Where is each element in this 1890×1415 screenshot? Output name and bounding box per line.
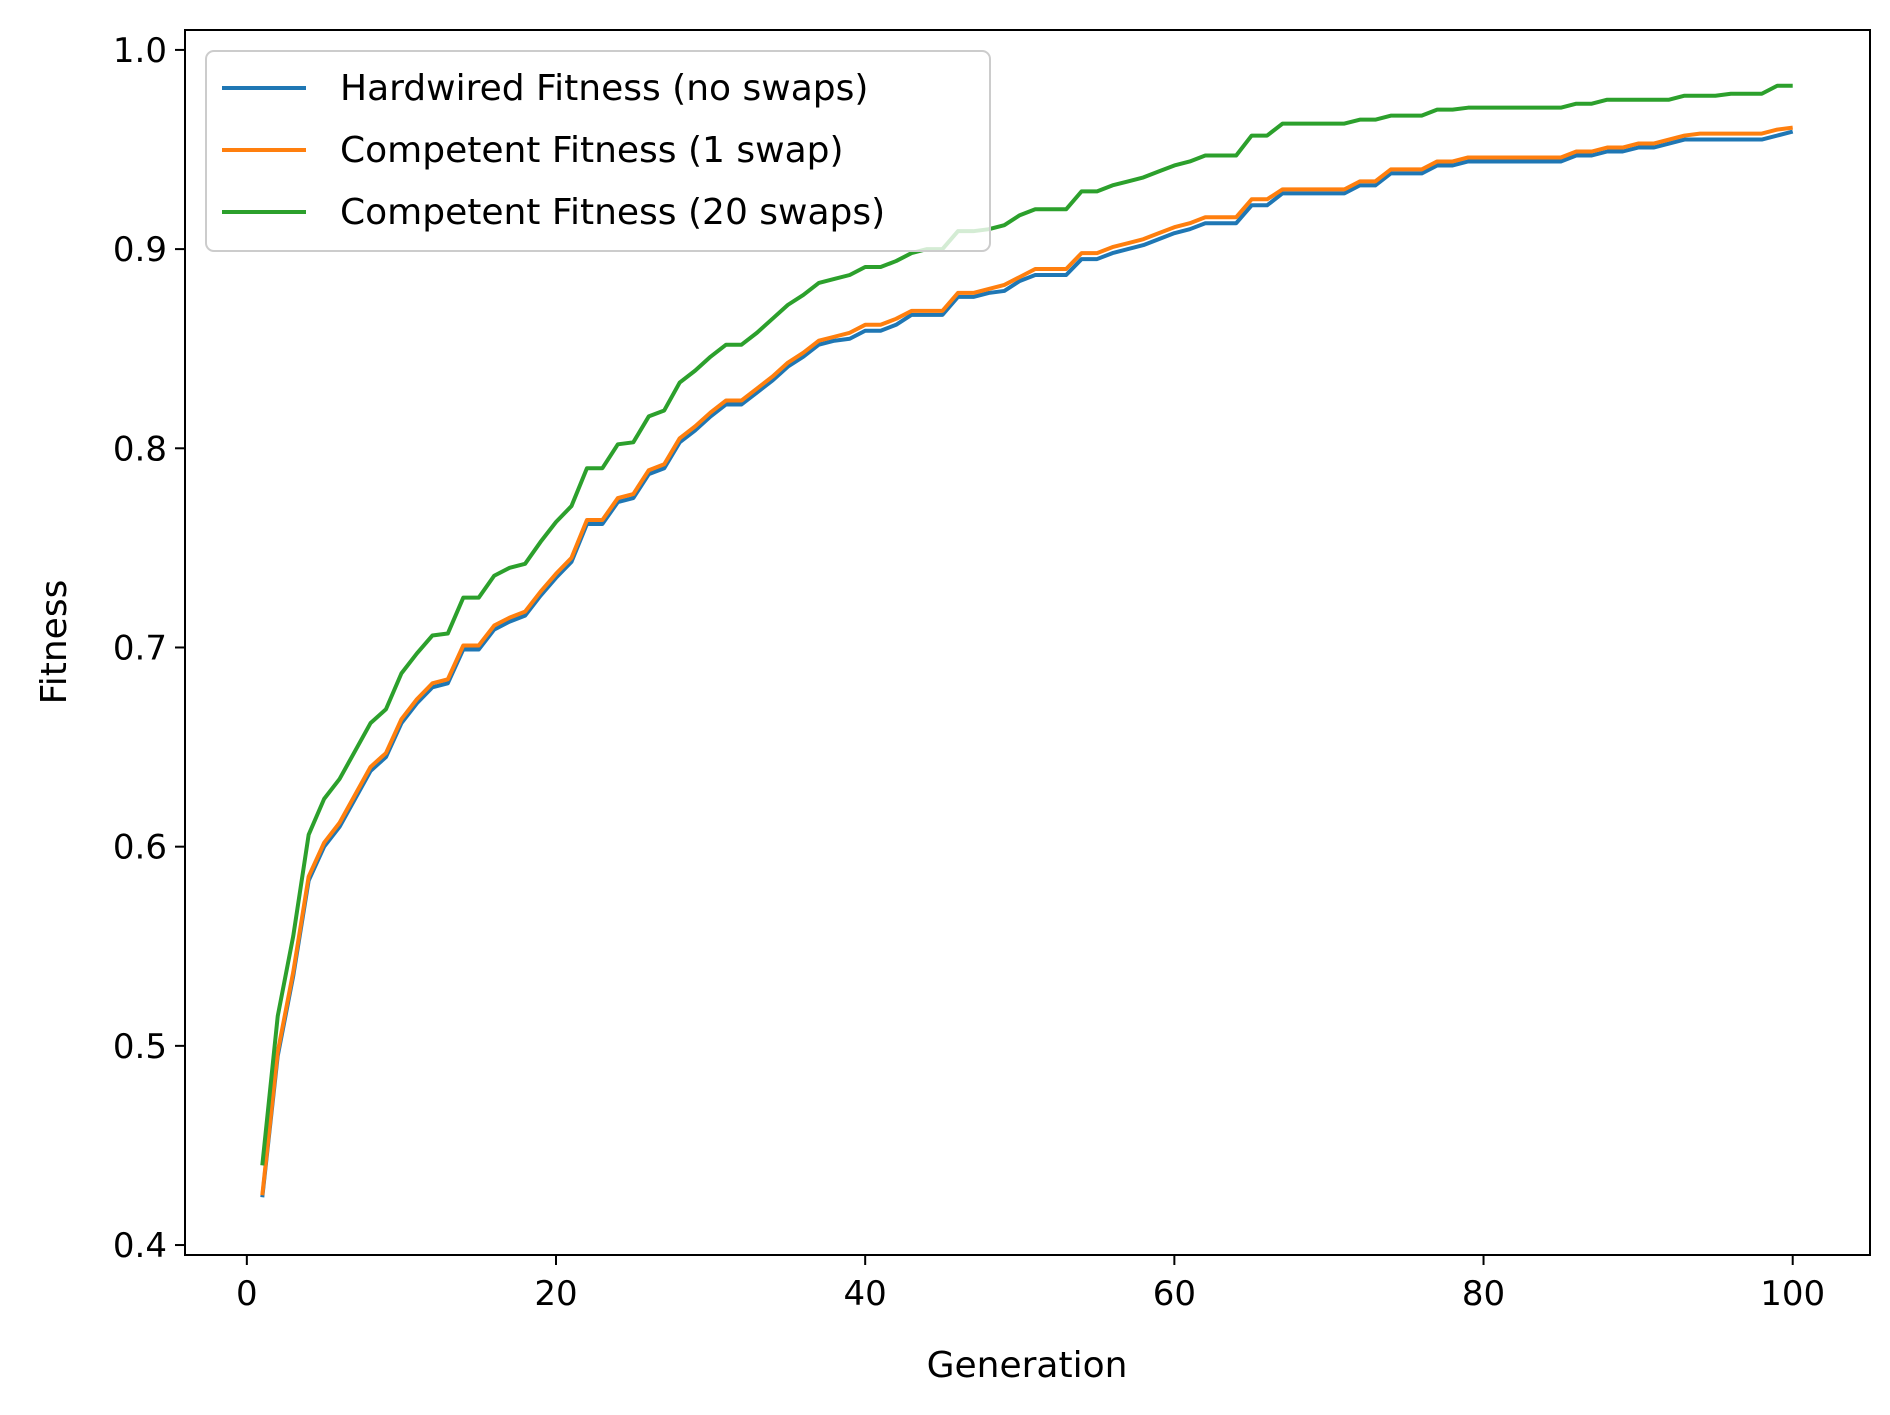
y-axis-ticks: 0.4 0.5 0.6 0.7 0.8 0.9 1.0 (113, 31, 185, 1266)
legend: Hardwired Fitness (no swaps) Competent F… (205, 50, 991, 252)
y-tick-label: 0.9 (113, 230, 167, 270)
x-axis-label: Generation (927, 1345, 1128, 1386)
y-axis-label: Fitness (34, 580, 75, 705)
y-tick-label: 0.8 (113, 429, 167, 469)
x-tick-label: 40 (844, 1274, 887, 1314)
legend-label-hardwired: Hardwired Fitness (no swaps) (340, 68, 868, 109)
plot-frame (184, 29, 1871, 1256)
x-tick-label: 100 (1760, 1274, 1825, 1314)
x-axis-ticks: 0 20 40 60 80 100 (236, 1255, 1825, 1314)
legend-label-competent-1-swap: Competent Fitness (1 swap) (340, 130, 844, 171)
x-tick-label: 20 (534, 1274, 577, 1314)
series-layer (260, 83, 1794, 1198)
series-line-0 (260, 129, 1794, 1198)
y-tick-label: 0.6 (113, 828, 167, 868)
x-tick-label: 0 (236, 1274, 258, 1314)
y-tick-label: 1.0 (113, 31, 167, 71)
y-tick-label: 0.7 (113, 628, 167, 668)
legend-box (205, 50, 991, 252)
x-tick-label: 80 (1462, 1274, 1505, 1314)
legend-label-competent-20-swaps: Competent Fitness (20 swaps) (340, 192, 885, 233)
series-line-2 (260, 83, 1793, 1166)
x-tick-label: 60 (1153, 1274, 1196, 1314)
series-line-1 (260, 125, 1793, 1196)
y-tick-label: 0.4 (113, 1226, 167, 1266)
y-tick-label: 0.5 (113, 1027, 167, 1067)
